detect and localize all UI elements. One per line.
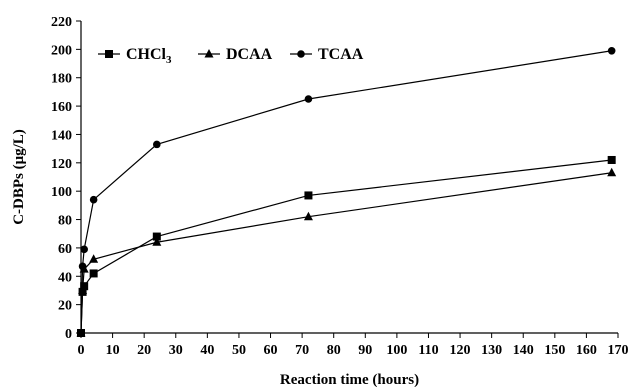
- data-point-chcl3: [607, 155, 616, 164]
- x-tick-label: 100: [386, 343, 407, 358]
- series-line-chcl3: [80, 159, 612, 334]
- x-tick-label: 120: [450, 343, 471, 358]
- y-tick-label: 0: [65, 327, 72, 342]
- data-point-tcaa: [89, 195, 98, 204]
- data-point-tcaa: [78, 262, 87, 271]
- legend-label: CHCl3: [126, 46, 172, 66]
- series-layer: [76, 46, 617, 337]
- legend: CHCl3 DCAA TCAA: [98, 46, 364, 66]
- data-point-dcaa: [607, 167, 617, 177]
- data-point-tcaa: [80, 245, 88, 254]
- y-tick-label: 160: [51, 100, 72, 115]
- y-tick-label: 80: [58, 214, 72, 229]
- x-tick-label: 10: [106, 343, 120, 358]
- legend-label: TCAA: [318, 46, 364, 63]
- data-point-tcaa: [77, 329, 85, 337]
- y-tick-label: 20: [58, 299, 72, 314]
- x-tick-label: 30: [169, 343, 183, 358]
- data-point-dcaa: [89, 254, 99, 263]
- x-tick-label: 0: [78, 343, 85, 358]
- x-tick-label: 80: [327, 343, 341, 358]
- y-tick-label: 200: [51, 43, 72, 58]
- x-tick-label: 40: [200, 343, 214, 358]
- x-tick-label: 150: [544, 343, 565, 358]
- x-tick-label: 160: [576, 343, 597, 358]
- data-point-chcl3: [152, 232, 161, 241]
- legend-label: DCAA: [226, 46, 273, 63]
- x-tick-label: 110: [418, 343, 438, 358]
- y-tick-label: 140: [51, 128, 72, 143]
- axes: 0 20 40 60 80 100 120 140 160 180 200 220 0 10 20 30 40 5…: [51, 15, 629, 358]
- legend-marker: [297, 50, 305, 58]
- x-tick-label: 50: [232, 343, 246, 358]
- x-tick-label: 170: [608, 343, 629, 358]
- data-point-tcaa: [304, 95, 313, 103]
- y-tick-label: 100: [51, 185, 72, 200]
- y-tick-label: 60: [58, 242, 72, 257]
- x-tick-label: 60: [264, 343, 278, 358]
- legend-item-chcl3: CHCl3: [98, 46, 172, 66]
- x-tick-label: 20: [137, 343, 151, 358]
- legend-item-dcaa: DCAA: [198, 46, 273, 63]
- series-line-tcaa: [80, 50, 612, 334]
- y-tick-label: 180: [51, 72, 72, 87]
- x-axis-title: Reaction time (hours): [280, 372, 419, 387]
- x-tick-label: 130: [481, 343, 502, 358]
- series-tcaa: [77, 46, 616, 337]
- series-chcl3: [77, 155, 616, 337]
- legend-marker: [105, 50, 113, 58]
- x-tick-label: 70: [295, 343, 309, 358]
- data-point-tcaa: [153, 140, 161, 149]
- x-tick-label: 140: [513, 343, 534, 358]
- y-tick-label: 220: [51, 15, 72, 30]
- legend-item-tcaa: TCAA: [290, 46, 364, 63]
- series-line-dcaa: [80, 172, 612, 334]
- data-point-chcl3: [89, 269, 98, 278]
- data-point-dcaa: [152, 237, 162, 246]
- x-tick-label: 90: [358, 343, 372, 358]
- data-point-tcaa: [607, 46, 616, 55]
- y-tick-label: 40: [58, 270, 72, 285]
- y-tick-label: 120: [51, 157, 72, 172]
- data-point-chcl3: [304, 191, 313, 200]
- legend-marker: [204, 49, 214, 58]
- data-point-chcl3: [80, 282, 89, 291]
- series-dcaa: [76, 167, 617, 337]
- data-point-dcaa: [303, 211, 313, 221]
- y-axis-title: C-DBPs (μg/L): [11, 129, 27, 225]
